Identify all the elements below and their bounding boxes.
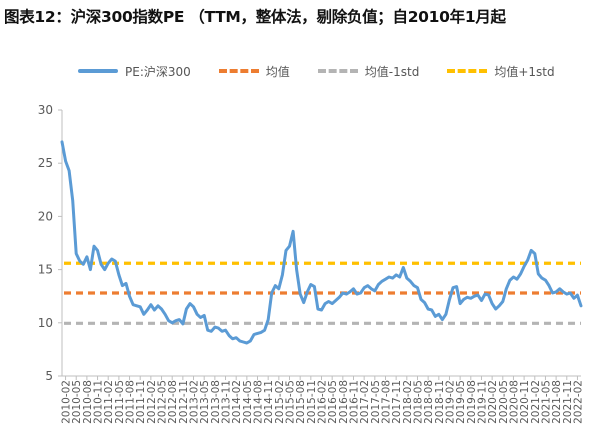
x-tick-label: 2022-02 (572, 380, 584, 424)
chart-title: 图表12：沪深300指数PE （TTM，整体法，剔除负值；自2010年1月起 (4, 8, 506, 26)
x-tick-label: 2019-02 (444, 380, 456, 424)
legend-item-mean: 均值 (218, 63, 290, 80)
x-tick-label: 2013-08 (210, 380, 222, 424)
y-tick-label: 5 (45, 369, 53, 383)
legend-label-pe: PE:沪深300 (125, 64, 191, 79)
x-tick-label: 2017-11 (391, 380, 403, 424)
x-tick-label: 2019-11 (476, 380, 488, 424)
x-tick-label: 2012-02 (146, 380, 158, 424)
legend-label-mean-plus-std: 均值+1std (494, 64, 555, 79)
y-tick-label: 20 (38, 209, 53, 223)
y-tick-label: 10 (38, 316, 53, 330)
legend-swatch-mean-minus-std (317, 69, 358, 73)
x-tick-label: 2020-05 (498, 380, 510, 424)
x-tick-label: 2018-02 (402, 380, 414, 424)
x-tick-label: 2013-02 (189, 380, 201, 424)
x-tick-label: 2011-05 (114, 380, 126, 424)
x-tick-label: 2012-08 (167, 380, 179, 424)
x-tick-label: 2013-05 (199, 380, 211, 424)
x-tick-label: 2013-11 (221, 380, 233, 424)
x-tick-label: 2017-08 (380, 380, 392, 424)
x-tick-label: 2015-02 (274, 380, 286, 424)
x-tick-label: 2010-11 (93, 380, 105, 424)
x-tick-label: 2012-05 (157, 380, 169, 424)
x-tick-label: 2014-05 (242, 380, 254, 424)
chart-legend: PE:沪深300 均值 均值-1std 均值+1std (78, 62, 583, 80)
x-tick-label: 2011-02 (103, 380, 115, 424)
x-tick-label: 2021-02 (530, 380, 542, 424)
x-tick-label: 2014-11 (263, 380, 275, 424)
pe-series-line (60, 140, 583, 345)
x-tick-label: 2010-05 (71, 380, 83, 424)
legend-item-pe: PE:沪深300 (78, 63, 191, 80)
x-tick-label: 2016-11 (348, 380, 360, 424)
x-tick-label: 2010-08 (82, 380, 94, 424)
x-tick-label: 2018-08 (423, 380, 435, 424)
x-tick-label: 2015-05 (285, 380, 297, 424)
x-tick-label: 2016-02 (317, 380, 329, 424)
x-tick-label: 2011-08 (125, 380, 137, 424)
x-tick-label: 2015-11 (306, 380, 318, 424)
legend-swatch-pe (78, 69, 118, 73)
legend-label-mean: 均值 (265, 64, 290, 79)
x-tick-label: 2016-05 (327, 380, 339, 424)
x-tick-label: 2016-08 (338, 380, 350, 424)
x-tick-label: 2015-08 (295, 380, 307, 424)
x-tick-label: 2018-11 (434, 380, 446, 424)
x-tick-label: 2017-05 (370, 380, 382, 424)
x-tick-label: 2021-08 (551, 380, 563, 424)
legend-swatch-mean-plus-std (447, 69, 488, 73)
x-tick-label: 2020-02 (487, 380, 499, 424)
x-tick-label: 2019-08 (466, 380, 478, 424)
x-tick-label: 2017-02 (359, 380, 371, 424)
x-tick-label: 2014-08 (253, 380, 265, 424)
x-tick-label: 2020-11 (519, 380, 531, 424)
x-tick-label: 2010-02 (61, 380, 73, 424)
x-tick-label: 2011-11 (135, 380, 147, 424)
x-tick-label: 2014-02 (231, 380, 243, 424)
y-tick-label: 15 (38, 263, 53, 277)
legend-item-mean-minus-std: 均值-1std (317, 63, 420, 80)
x-tick-label: 2021-11 (562, 380, 574, 424)
x-tick-label: 2012-11 (178, 380, 190, 424)
legend-swatch-mean (218, 69, 259, 73)
y-tick-label: 30 (38, 103, 53, 117)
legend-item-mean-plus-std: 均值+1std (447, 63, 555, 80)
x-tick-label: 2020-08 (508, 380, 520, 424)
x-tick-label: 2018-05 (412, 380, 424, 424)
x-tick-label: 2019-05 (455, 380, 467, 424)
legend-label-mean-minus-std: 均值-1std (364, 64, 420, 79)
y-tick-label: 25 (38, 156, 53, 170)
x-tick-label: 2021-05 (540, 380, 552, 424)
